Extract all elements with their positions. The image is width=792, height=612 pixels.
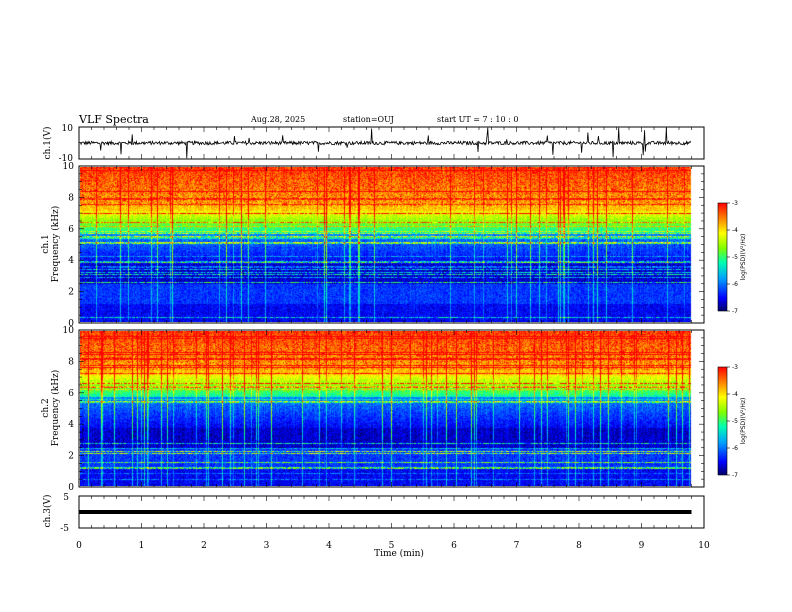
ch2-frequency-axis-label: Frequency (kHz): [50, 370, 61, 447]
ch2-colorbar: [717, 366, 728, 476]
frequency-tick-label: 4: [68, 256, 74, 266]
ch3-ytick-top: 5: [63, 493, 69, 503]
frequency-tick-label: 6: [68, 389, 74, 399]
colorbar-tick-label: -4: [732, 391, 738, 398]
time-tick-label: 4: [326, 541, 332, 551]
ch2-spectrogram-ticks: [78, 329, 705, 488]
start-time-label: start UT = 7 : 10 : 0: [437, 115, 518, 124]
frequency-tick-label: 10: [63, 162, 75, 172]
ch3-waveform-ticks: [78, 496, 705, 528]
ch3-ytick-bottom: -5: [60, 524, 69, 534]
ch1-waveform-panel: 10 -10 ch.1(V): [42, 124, 705, 164]
ch3-ylabel: ch.3(V): [42, 495, 53, 528]
frequency-tick-label: 8: [68, 357, 74, 367]
time-tick-label: 3: [264, 541, 270, 551]
date-label: Aug.28, 2025: [250, 115, 305, 124]
ch1-colorbar-ticks: -3 -4 -5 -6 -7: [727, 200, 738, 315]
frequency-tick-label: 4: [68, 420, 74, 430]
ch1-channel-label: ch.1: [41, 234, 51, 253]
ch2-colorbar-ticks: -3 -4 -5 -6 -7: [727, 364, 738, 479]
ch1-waveform-ticks: [78, 127, 705, 159]
frequency-tick-label: 0: [68, 483, 74, 493]
frequency-tick-label: 8: [68, 193, 74, 203]
ch1-ylabel: ch.1(V): [42, 127, 53, 160]
ch1-ytick-top: 10: [62, 124, 74, 134]
colorbar-tick-label: -6: [732, 445, 738, 452]
ch1-colorbar-label: log(PSD)(V²/Hz): [740, 234, 747, 281]
colorbar-tick-label: -6: [732, 281, 738, 288]
frequency-tick-label: 6: [68, 225, 74, 235]
colorbar-tick-label: -3: [732, 200, 738, 207]
ch2-channel-label: ch.2: [41, 398, 51, 417]
frequency-tick-label: 2: [68, 452, 74, 462]
time-axis-tick-labels: 0 1 2 3 4 5 6 7 8 9 10: [76, 541, 710, 551]
ch1-colorbar: [717, 202, 728, 312]
time-tick-label: 1: [139, 541, 145, 551]
frequency-tick-label: 2: [68, 288, 74, 298]
frequency-tick-label: 10: [63, 326, 75, 336]
time-tick-label: 2: [201, 541, 207, 551]
colorbar-tick-label: -7: [732, 472, 738, 479]
colorbar-tick-label: -3: [732, 364, 738, 371]
time-tick-label: 10: [698, 541, 710, 551]
colorbar-tick-label: -5: [732, 418, 738, 425]
figure-title: VLF Spectra: [78, 113, 149, 126]
ch3-waveform-panel: 5 -5 ch.3(V): [42, 493, 705, 534]
time-tick-label: 5: [389, 541, 395, 551]
ch1-frequency-tick-labels: 0 2 4 6 8 10: [63, 162, 75, 329]
station-label: station=OUJ: [343, 115, 394, 124]
colorbar-tick-label: -7: [732, 308, 738, 315]
ch1-spectrogram-ticks: [78, 165, 705, 324]
ch1-waveform-trace: [79, 127, 692, 159]
colorbar-tick-label: -4: [732, 227, 738, 234]
frequency-tick-label: 0: [68, 319, 74, 329]
ch2-frequency-tick-labels: 0 2 4 6 8 10: [63, 326, 75, 493]
ch2-spectrogram-image: [80, 331, 703, 486]
time-tick-label: 9: [639, 541, 645, 551]
time-tick-label: 6: [451, 541, 457, 551]
time-tick-label: 0: [76, 541, 82, 551]
time-axis-label: Time (min): [374, 548, 424, 559]
time-tick-label: 7: [514, 541, 520, 551]
ch1-frequency-axis-label: Frequency (kHz): [50, 206, 61, 283]
colorbar-tick-label: -5: [732, 254, 738, 261]
time-tick-label: 8: [576, 541, 582, 551]
ch2-colorbar-label: log(PSD)(V²/Hz): [740, 398, 747, 445]
ch1-ytick-bottom: -10: [59, 154, 74, 164]
ch1-spectrogram-image: [80, 167, 703, 322]
